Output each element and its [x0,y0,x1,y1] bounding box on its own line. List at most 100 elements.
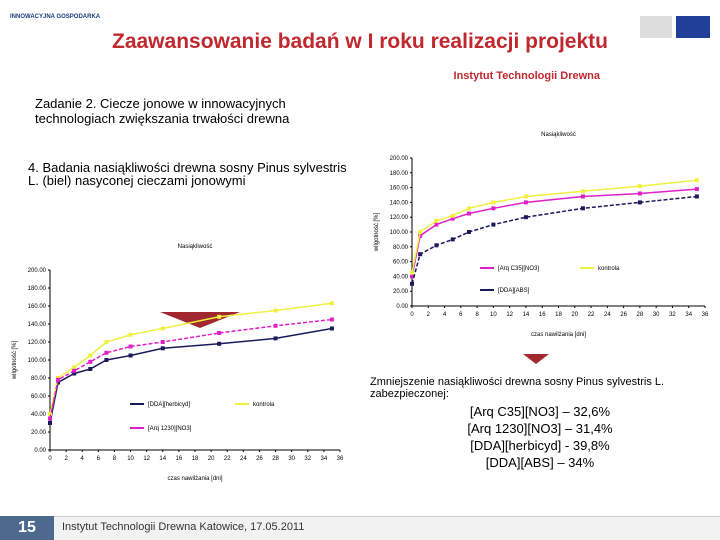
x-tick-label: 28 [272,456,279,462]
point [434,222,439,227]
legend-label: [DDA][ABS] [498,288,530,294]
result: [DDA][ABS] – 34% [485,455,595,470]
point [466,206,471,211]
y-tick-label: 140.00 [390,200,409,206]
point: 4. Badania nasiąkliwości drewna sosny Pi… [28,160,347,188]
logo: INNOWACYJNA GOSPODARKA [10,14,101,20]
point [694,178,699,183]
title: Zaawansowanie badań w I roku realizacji … [112,30,608,53]
y-tick-label: 200.00 [28,268,47,274]
point [466,211,471,216]
y-tick-label: 100.00 [390,230,409,236]
point [491,206,496,211]
point [491,200,496,205]
x-tick-label: 12 [506,312,513,318]
point [450,237,455,242]
x-tick-label: 6 [459,312,463,318]
x-tick-label: 32 [304,456,311,462]
x-tick-label: 30 [288,456,295,462]
series-line [49,318,333,419]
x-tick-label: 16 [539,312,546,318]
y-tick-label: 60.00 [393,260,409,266]
x-axis-label: czas nawilżania [dni] [531,332,586,338]
point [72,371,77,376]
chart-title: Nasiąkliwość [541,132,576,138]
x-tick-label: 16 [176,456,183,462]
x-tick-label: 24 [604,312,611,318]
y-tick-label: 80.00 [31,376,47,382]
y-tick-label: 0.00 [396,304,408,310]
result: [Arq 1230][NO3] – 31,4% [467,421,613,436]
y-tick-label: 0.00 [34,448,46,454]
point [637,191,642,196]
x-tick-label: 28 [637,312,644,318]
point [466,230,471,234]
point [128,344,133,349]
result: [DDA][herbicyd] - 39,8% [470,438,610,453]
point [410,270,414,275]
footer-text: Instytut Technologii Drewna Katowice, 17… [62,521,305,533]
legend-label: [Arq C35][NO3] [498,266,539,272]
x-tick-label: 2 [427,312,431,318]
x-tick-label: 0 [410,312,414,318]
x-tick-label: 24 [240,456,247,462]
y-tick-label: 20.00 [31,430,47,436]
point [88,359,93,364]
point [450,213,455,218]
y-tick-label: 120.00 [28,340,47,346]
y-tick-label: 60.00 [31,394,47,400]
point [418,252,423,257]
y-tick-label: 80.00 [393,245,409,251]
point [56,377,61,382]
series-line [49,327,333,424]
institute: Instytut Technologii Drewna [453,70,600,82]
y-tick-label: 200.00 [390,156,409,162]
point [104,340,109,344]
x-tick-label: 36 [337,456,344,462]
chart-title: Nasiąkliwość [178,244,213,250]
point [637,184,642,189]
y-tick-label: 40.00 [393,274,409,280]
legend-label: kontrola [598,266,620,272]
x-tick-label: 8 [113,456,117,462]
eu-flag [676,16,710,38]
x-tick-label: 36 [702,312,709,318]
point [217,341,222,346]
legend-label: kontrola [253,402,275,408]
point [88,367,93,371]
point [72,365,77,370]
x-tick-label: 6 [97,456,101,462]
y-tick-label: 160.00 [390,186,409,192]
x-axis-label: czas nawilżania [dni] [167,476,222,482]
x-tick-label: 10 [127,456,134,462]
point [48,416,52,421]
y-tick-label: 180.00 [390,171,409,177]
point [410,274,414,279]
point [128,353,133,358]
point [273,336,278,341]
y-tick-label: 140.00 [28,322,47,328]
reduction: Zmniejszenie nasiąkliwości drewna sosny … [370,376,665,400]
y-tick-label: 100.00 [28,358,47,364]
x-tick-label: 22 [588,312,595,318]
point [72,368,77,373]
x-tick-label: 10 [490,312,497,318]
x-tick-label: 18 [192,456,199,462]
series-line [411,179,697,273]
point [160,340,165,344]
point [104,350,109,355]
x-tick-label: 26 [256,456,263,462]
legend-label: [Arq 1230][NO3] [148,426,192,432]
series-line [49,302,333,415]
series-line [411,195,697,284]
y-tick-label: 160.00 [28,304,47,310]
series-line [411,188,697,277]
x-tick-label: 4 [81,456,85,462]
y-axis-label: wilgotność [%] [374,212,380,252]
point [88,353,93,358]
point [434,243,439,248]
x-tick-label: 12 [143,456,150,462]
x-tick-label: 14 [523,312,530,318]
